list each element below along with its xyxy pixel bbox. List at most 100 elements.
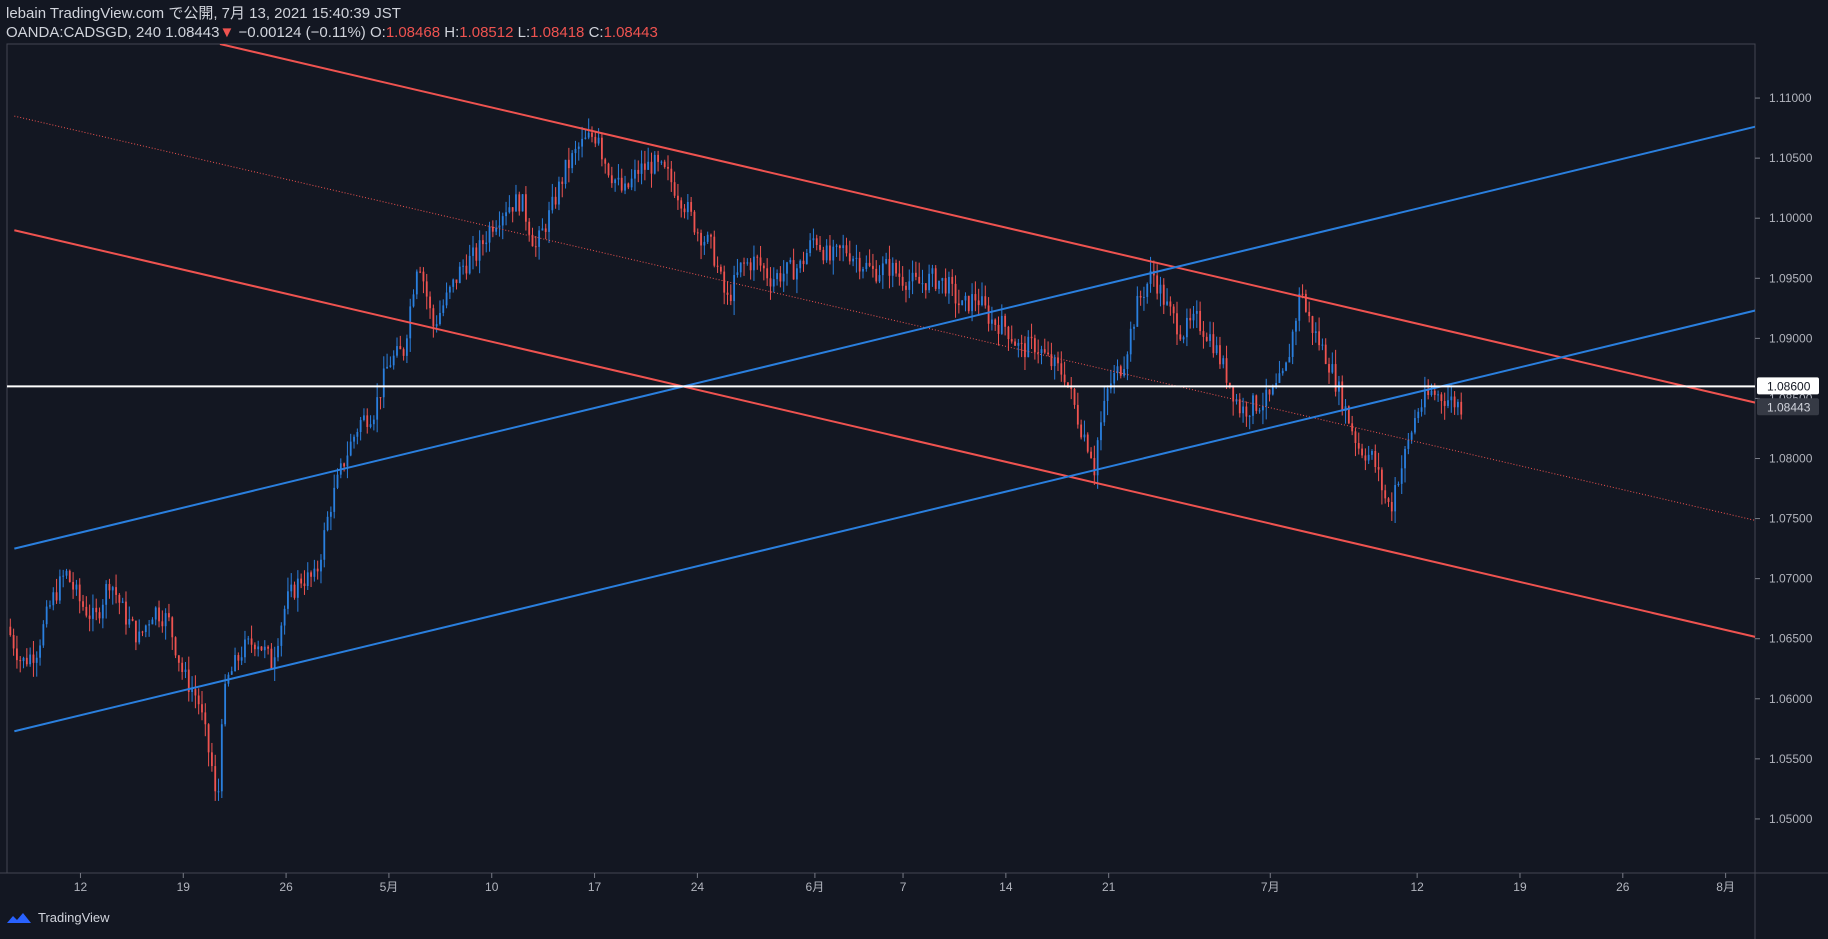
candle-body — [1361, 448, 1363, 456]
candle-body — [914, 272, 917, 277]
candle-body — [548, 210, 550, 232]
candle-body — [1080, 424, 1083, 438]
candle-body — [1146, 283, 1149, 297]
candle-body — [812, 238, 815, 241]
candle-body — [1116, 366, 1119, 374]
candle-body — [961, 300, 964, 306]
candle-body — [148, 624, 151, 626]
candle-body — [505, 212, 507, 217]
candle-body — [1453, 396, 1456, 408]
candle-body — [809, 240, 812, 254]
candle-body — [637, 169, 640, 174]
candle-body — [924, 283, 927, 291]
candle-body — [541, 228, 544, 231]
candle-body — [250, 638, 253, 645]
candle-body — [158, 607, 160, 622]
candle-body — [1285, 362, 1287, 371]
candle-body — [1447, 400, 1449, 406]
candle-body — [749, 262, 752, 271]
candle-body — [1324, 344, 1327, 364]
candle-body — [498, 225, 501, 228]
open-label: O: — [369, 24, 386, 41]
candle-body — [181, 662, 184, 673]
candle-body — [482, 240, 484, 245]
candle-body — [283, 608, 286, 626]
horizontal-level-label: 1.08600 — [1757, 377, 1819, 395]
candle-body — [1268, 389, 1271, 395]
candle-body — [1209, 334, 1211, 341]
candle-body — [941, 278, 944, 281]
candle-body — [905, 285, 907, 290]
candle-body — [842, 245, 845, 249]
candle-body — [795, 268, 798, 280]
candle-body — [1301, 293, 1304, 295]
candle-body — [39, 645, 41, 658]
candle-body — [392, 355, 395, 366]
candle-body — [389, 365, 392, 367]
candle-body — [1304, 293, 1307, 312]
candle-body — [187, 669, 190, 692]
candle-body — [690, 202, 693, 212]
candle-body — [1063, 374, 1066, 383]
candle-body — [1192, 313, 1195, 321]
candle-body — [12, 635, 15, 649]
candle-body — [1086, 434, 1089, 452]
candle-body — [706, 234, 709, 242]
candle-body — [1440, 394, 1443, 402]
candle-body — [1053, 357, 1056, 367]
candle-body — [1238, 399, 1241, 414]
candle-body — [1457, 401, 1459, 408]
candle-body — [1189, 317, 1192, 321]
candle-body — [531, 234, 534, 247]
candle-body — [1219, 345, 1221, 365]
candle-body — [1010, 339, 1013, 342]
candle-body — [677, 195, 679, 201]
candle-body — [974, 294, 977, 301]
candle-body — [835, 245, 838, 247]
candle-body — [528, 221, 531, 235]
candle-body — [1182, 337, 1185, 340]
candle-body — [439, 312, 441, 325]
candle-body — [369, 424, 372, 427]
candle-body — [1334, 364, 1337, 392]
candle-body — [448, 286, 451, 293]
candle-body — [217, 791, 220, 793]
brand-footer[interactable]: TradingView — [6, 910, 110, 925]
candle-body — [977, 300, 980, 306]
candle-body — [118, 594, 121, 603]
candle-body — [670, 168, 673, 183]
last-price-value: 1.08443 — [1767, 400, 1811, 414]
candle-body — [538, 230, 541, 247]
candle-body — [263, 646, 266, 651]
candle-body — [267, 646, 270, 649]
candle-body — [1225, 358, 1228, 383]
y-tick-label: 1.07500 — [1769, 512, 1813, 526]
candle-body — [944, 278, 947, 294]
candle-body — [88, 615, 91, 619]
candle-body — [220, 724, 223, 792]
candle-body — [868, 262, 871, 266]
candle-body — [1027, 336, 1030, 358]
candle-body — [1073, 388, 1076, 405]
candle-body — [789, 260, 792, 263]
candle-body — [491, 226, 494, 232]
candle-body — [898, 273, 901, 277]
candle-body — [584, 137, 587, 139]
candle-body — [177, 655, 180, 663]
plot-frame — [6, 43, 1756, 874]
candle-body — [211, 752, 213, 767]
candle-body — [1433, 390, 1436, 395]
y-tick-label: 1.06000 — [1769, 692, 1813, 706]
publish-info: lebain TradingView.com で公開, 7月 13, 2021 … — [6, 5, 401, 22]
candle-body — [1390, 501, 1393, 512]
candle-body — [729, 294, 732, 302]
candle-body — [1004, 315, 1007, 327]
candle-body — [349, 441, 352, 456]
candle-body — [296, 578, 299, 598]
candle-body — [1033, 338, 1036, 353]
candle-body — [320, 559, 322, 572]
candle-body — [1262, 406, 1264, 411]
candle-body — [1354, 431, 1357, 444]
candle-body — [329, 511, 332, 517]
